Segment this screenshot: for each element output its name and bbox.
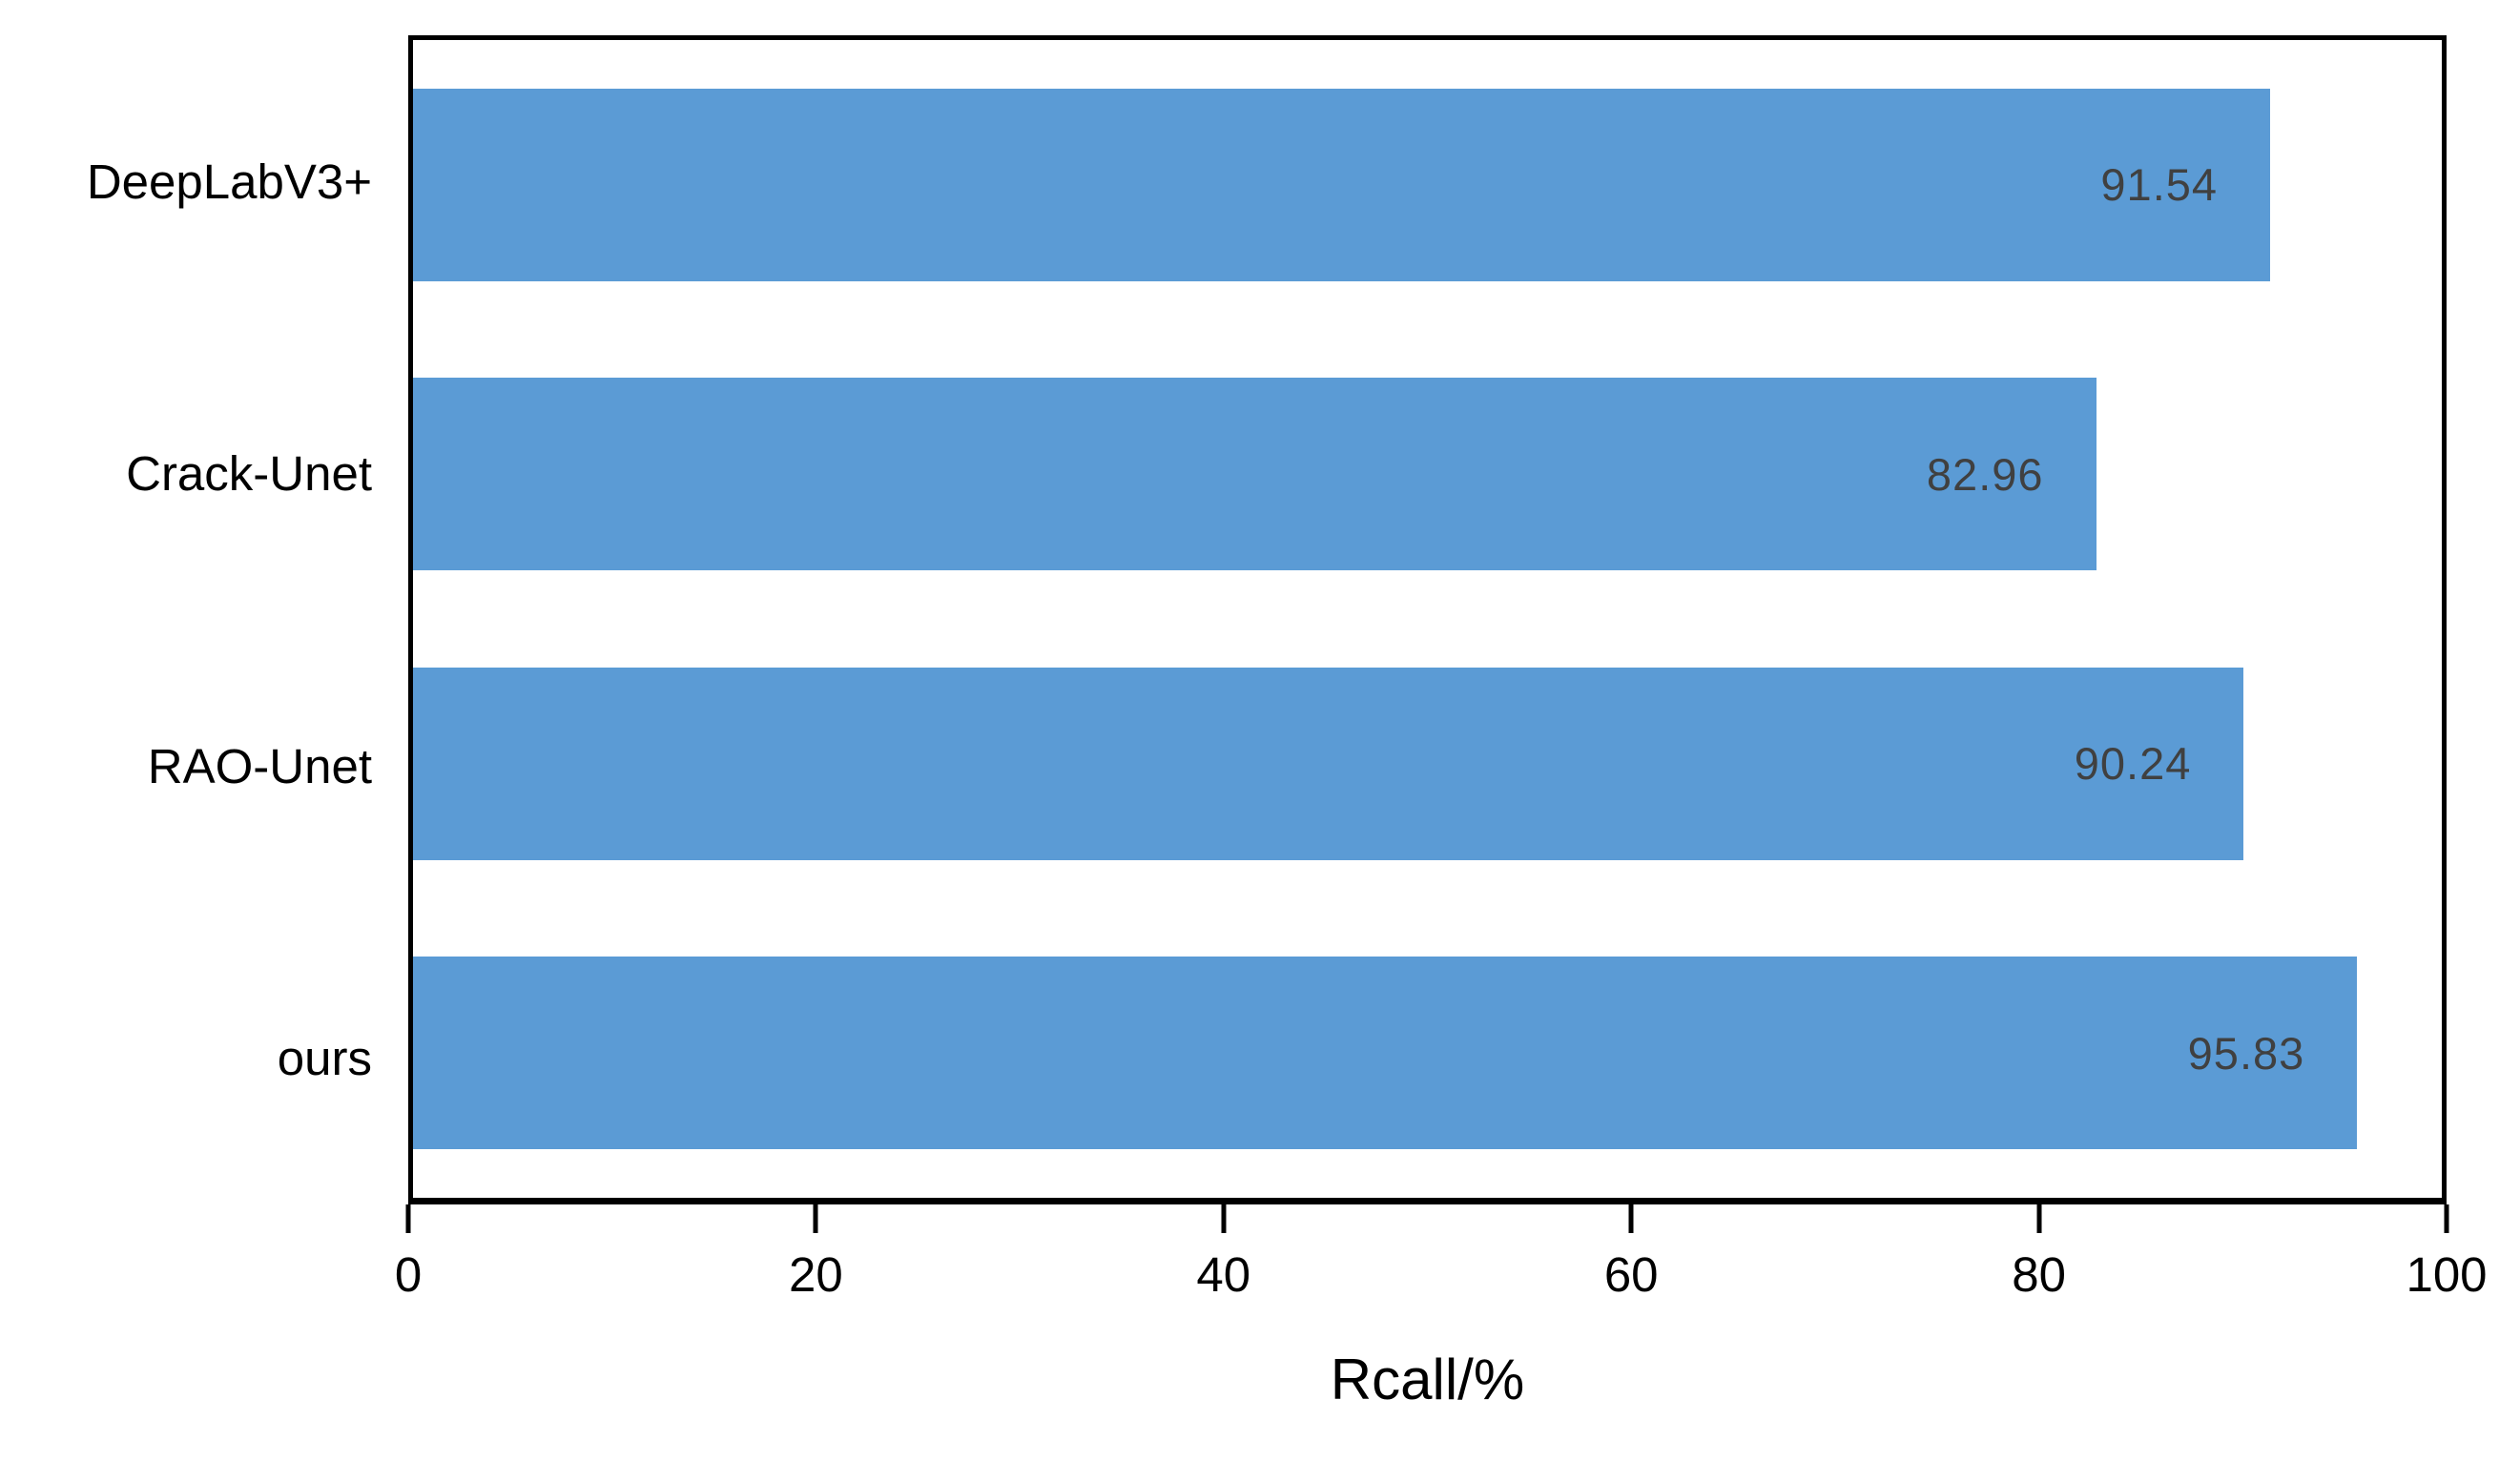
- category-axis: DeepLabV3+ Crack-Unet RAO-Unet ours: [0, 35, 372, 1204]
- category-row: Crack-Unet: [0, 328, 372, 621]
- bar-rao-unet: 90.24: [413, 667, 2244, 860]
- bar-row: 90.24: [413, 619, 2442, 909]
- category-row: ours: [0, 913, 372, 1205]
- x-tick-mark: [813, 1204, 818, 1233]
- bar-deeplabv3: 91.54: [413, 88, 2271, 281]
- category-label-crack-unet: Crack-Unet: [126, 446, 372, 502]
- category-label-deeplabv3: DeepLabV3+: [86, 154, 372, 209]
- bar-value-label: 90.24: [2074, 738, 2192, 790]
- bar-row: 95.83: [413, 909, 2442, 1199]
- x-tick-label: 100: [2406, 1247, 2488, 1302]
- bar-crack-unet: 82.96: [413, 378, 2097, 571]
- bars-container: 91.54 82.96 90.24 95.83: [413, 40, 2442, 1198]
- bar-value-label: 91.54: [2100, 159, 2219, 211]
- x-tick-label: 20: [789, 1247, 843, 1302]
- bar-value-label: 82.96: [1926, 448, 2044, 500]
- bar-value-label: 95.83: [2187, 1027, 2305, 1079]
- x-tick-mark: [2036, 1204, 2042, 1233]
- x-tick-label: 80: [2012, 1247, 2066, 1302]
- x-tick-label: 60: [1603, 1247, 1659, 1302]
- x-tick-label: 0: [394, 1247, 423, 1302]
- x-axis-title: Rcall/%: [1330, 1348, 1525, 1411]
- plot-area: 91.54 82.96 90.24 95.83: [408, 35, 2447, 1204]
- category-row: RAO-Unet: [0, 620, 372, 913]
- category-label-rao-unet: RAO-Unet: [147, 738, 372, 793]
- bar-row: 91.54: [413, 40, 2442, 330]
- x-tick-mark: [1221, 1204, 1227, 1233]
- x-tick-mark: [2444, 1204, 2449, 1233]
- x-tick-mark: [1628, 1204, 1634, 1233]
- bar-ours: 95.83: [413, 957, 2358, 1150]
- x-tick-label: 40: [1196, 1247, 1251, 1302]
- category-row: DeepLabV3+: [0, 35, 372, 328]
- bar-row: 82.96: [413, 330, 2442, 620]
- category-label-ours: ours: [277, 1031, 372, 1086]
- x-axis: 0 20 40 60 80 100: [395, 1204, 2488, 1357]
- x-tick-mark: [405, 1204, 411, 1233]
